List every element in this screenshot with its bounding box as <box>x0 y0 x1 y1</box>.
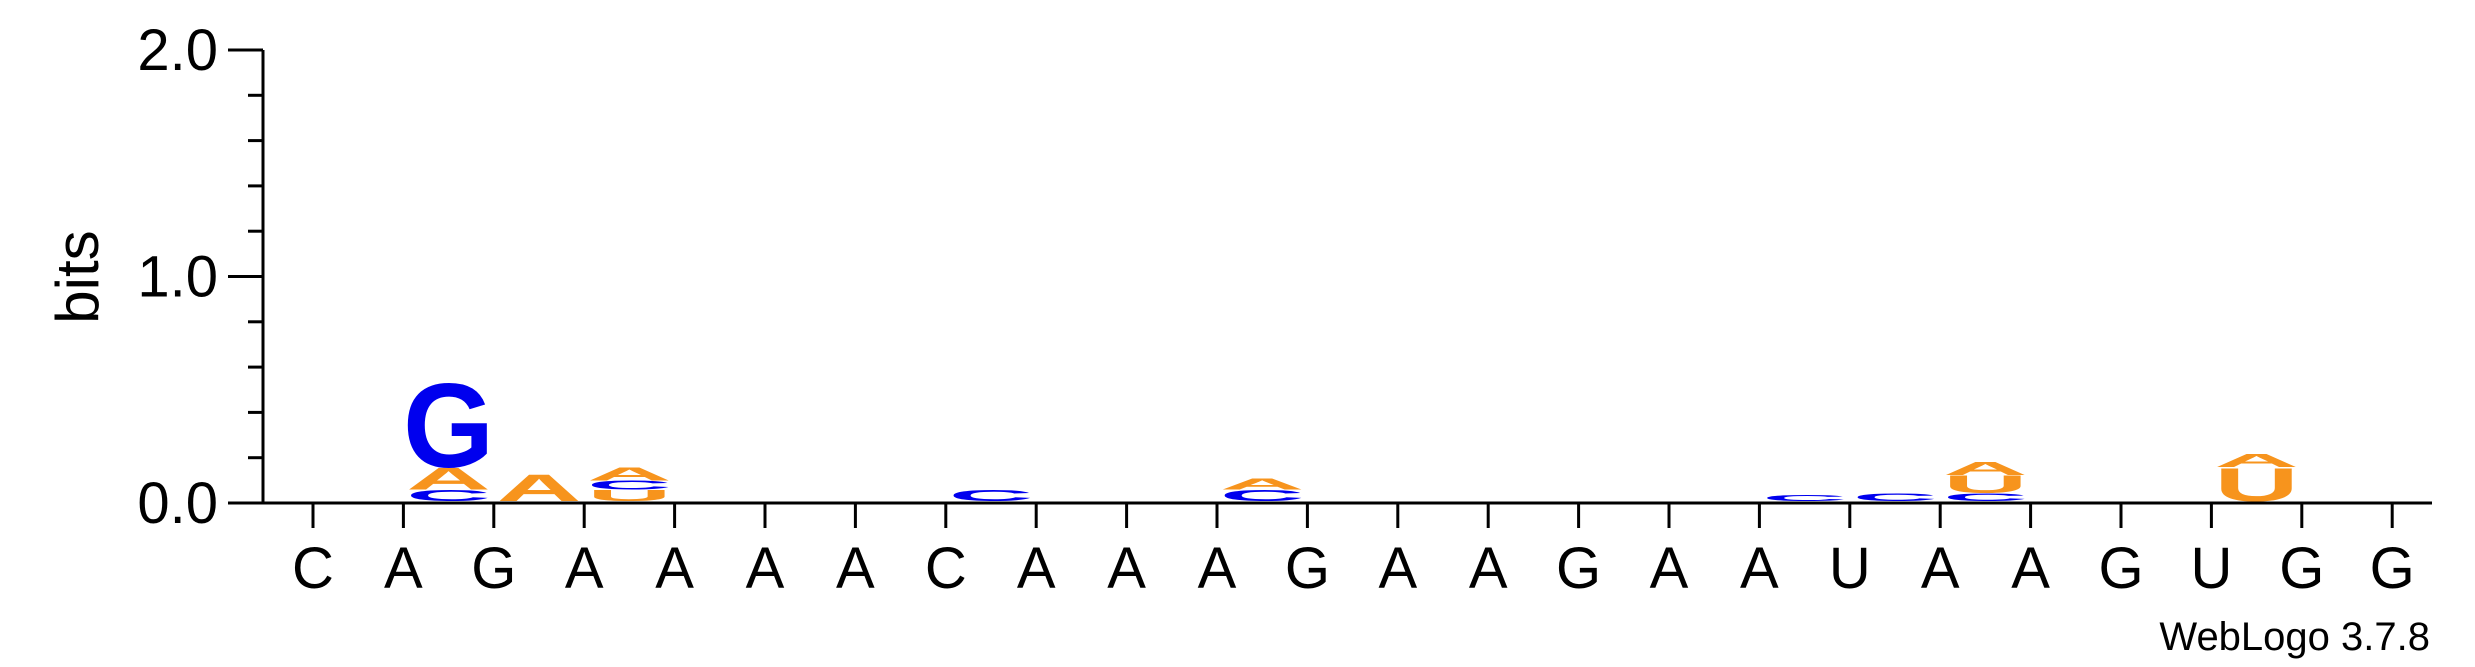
y-ticks: 0.0 1.0 2.0 <box>137 18 263 536</box>
x-tick-label: G <box>1556 536 1601 601</box>
logo-letter-A: A <box>406 461 491 496</box>
x-tick-label: A <box>2011 536 2050 601</box>
x-tick-label: U <box>1829 536 1871 601</box>
logo-letter-C: C <box>587 478 672 492</box>
y-tick-label: 0.0 <box>137 471 218 536</box>
x-tick-label: A <box>746 536 785 601</box>
y-tick-label: 2.0 <box>137 18 218 83</box>
logo-letter-A: A <box>587 464 672 485</box>
x-tick-label: G <box>2370 536 2415 601</box>
x-tick-label: G <box>2098 536 2143 601</box>
x-tick-label: A <box>1921 536 1960 601</box>
x-tick-label: A <box>1650 536 1689 601</box>
logo-letter-C: C <box>1220 487 1305 505</box>
logo-letter-U: U <box>2214 458 2299 511</box>
logo-letter-U: U <box>1943 470 2028 498</box>
logo-letter-C: C <box>1943 491 2028 503</box>
x-tick-label: C <box>292 536 334 601</box>
logo-letter-A: A <box>2214 450 2299 471</box>
x-tick-label: A <box>1469 536 1508 601</box>
x-tick-label: A <box>655 536 694 601</box>
weblogo-footer: WebLogo 3.7.8 <box>2159 615 2430 659</box>
x-tick-label: A <box>384 536 423 601</box>
x-tick-label: G <box>1285 536 1330 601</box>
x-tick-label: G <box>2279 536 2324 601</box>
logo-letter-A: A <box>497 467 582 509</box>
x-tick-label: A <box>1107 536 1146 601</box>
y-axis-label: bits <box>44 230 111 323</box>
logo-letter-A: A <box>1220 475 1305 493</box>
logo-letter-A: A <box>1943 458 2028 479</box>
x-tick-label: A <box>565 536 604 601</box>
logo-letter-C: C <box>949 487 1034 505</box>
x-tick-label: A <box>836 536 875 601</box>
logo-letter-C: C <box>1762 494 1847 503</box>
x-tick-label: U <box>2190 536 2232 601</box>
x-tick-label: A <box>1740 536 1779 601</box>
x-tick-label: A <box>1198 536 1237 601</box>
x-tick-label: A <box>1017 536 1056 601</box>
x-tick-label: A <box>1378 536 1417 601</box>
y-tick-label: 1.0 <box>137 245 218 310</box>
x-tick-label: C <box>925 536 967 601</box>
x-tick-label: G <box>471 536 516 601</box>
logo-letter-G: G <box>403 360 494 493</box>
logo-letter-C: C <box>406 487 491 505</box>
logo-letter-U: U <box>587 487 672 505</box>
logo-letter-C: C <box>1853 491 1938 503</box>
